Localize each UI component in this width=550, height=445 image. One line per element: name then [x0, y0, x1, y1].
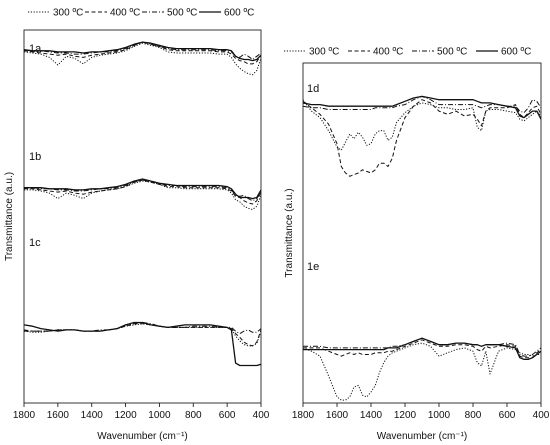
- legend-label: 300 ºC: [53, 8, 83, 19]
- x-tick-label: 1600: [326, 410, 349, 421]
- x-tick-label: 1200: [394, 410, 417, 421]
- x-tick-label: 600: [499, 410, 516, 421]
- panel-label: 1e: [307, 261, 319, 273]
- series-line-1a: [24, 41, 261, 60]
- x-tick-label: 1400: [360, 410, 383, 421]
- series-line-1a: [24, 41, 261, 62]
- series-line-1e: [303, 342, 541, 401]
- legend-label: 400 ºC: [110, 8, 140, 19]
- series-line-1d: [303, 95, 541, 120]
- x-tick-label: 800: [465, 410, 482, 421]
- x-tick-label: 600: [219, 410, 236, 421]
- x-axis-label: Wavenumber (cm⁻¹): [97, 431, 187, 442]
- x-tick-label: 1800: [13, 410, 36, 421]
- series-line-1c: [24, 321, 261, 367]
- series-line-1d: [303, 99, 541, 151]
- series-line-1b: [24, 180, 261, 210]
- legend-label: 300 ºC: [309, 47, 339, 58]
- series-line-1b: [24, 179, 261, 205]
- x-tick-label: 800: [185, 410, 202, 421]
- legend-label: 600 ºC: [224, 8, 254, 19]
- x-tick-label: 1800: [292, 410, 315, 421]
- plot-frame: [302, 62, 542, 404]
- chart-right: 1800 1600 1400 1200 1000 800 600 400 Wavenumber …: [284, 47, 550, 442]
- x-tick-label: 1000: [148, 410, 171, 421]
- x-axis-label: Wavenumber (cm⁻¹): [377, 431, 467, 442]
- panel-label: 1c: [29, 237, 41, 249]
- panel-label: 1b: [29, 151, 41, 163]
- legend-label: 500 ºC: [437, 47, 467, 58]
- x-tick-label: 400: [533, 410, 550, 421]
- series-line-1d: [303, 95, 541, 114]
- chart-left: 1800 1600 1400 1200 1000 800 600 400 Wavenumber …: [4, 8, 270, 443]
- x-tick-label: 1200: [114, 410, 137, 421]
- legend-label: 500 ºC: [167, 8, 197, 19]
- series-line-1a: [24, 42, 261, 76]
- x-tick-label: 1400: [81, 410, 104, 421]
- x-tick-label: 1000: [428, 410, 451, 421]
- series-line-1e: [303, 337, 541, 361]
- y-axis-label: Transmittance (a.u.): [4, 172, 15, 261]
- series-line-1e: [303, 337, 541, 357]
- legend-label: 400 ºC: [373, 47, 403, 58]
- series-line-1a: [24, 41, 261, 65]
- series-line-1b: [24, 179, 261, 202]
- series-line-1d: [303, 99, 541, 177]
- x-tick-label: 400: [253, 410, 270, 421]
- series-line-1e: [303, 339, 541, 359]
- y-axis-label: Transmittance (a.u.): [284, 188, 295, 277]
- plot-frame: [23, 29, 262, 404]
- panel-label: 1d: [307, 83, 319, 95]
- x-tick-label: 1600: [47, 410, 70, 421]
- legend-label: 600 ºC: [501, 47, 531, 58]
- series-line-1b: [24, 178, 261, 200]
